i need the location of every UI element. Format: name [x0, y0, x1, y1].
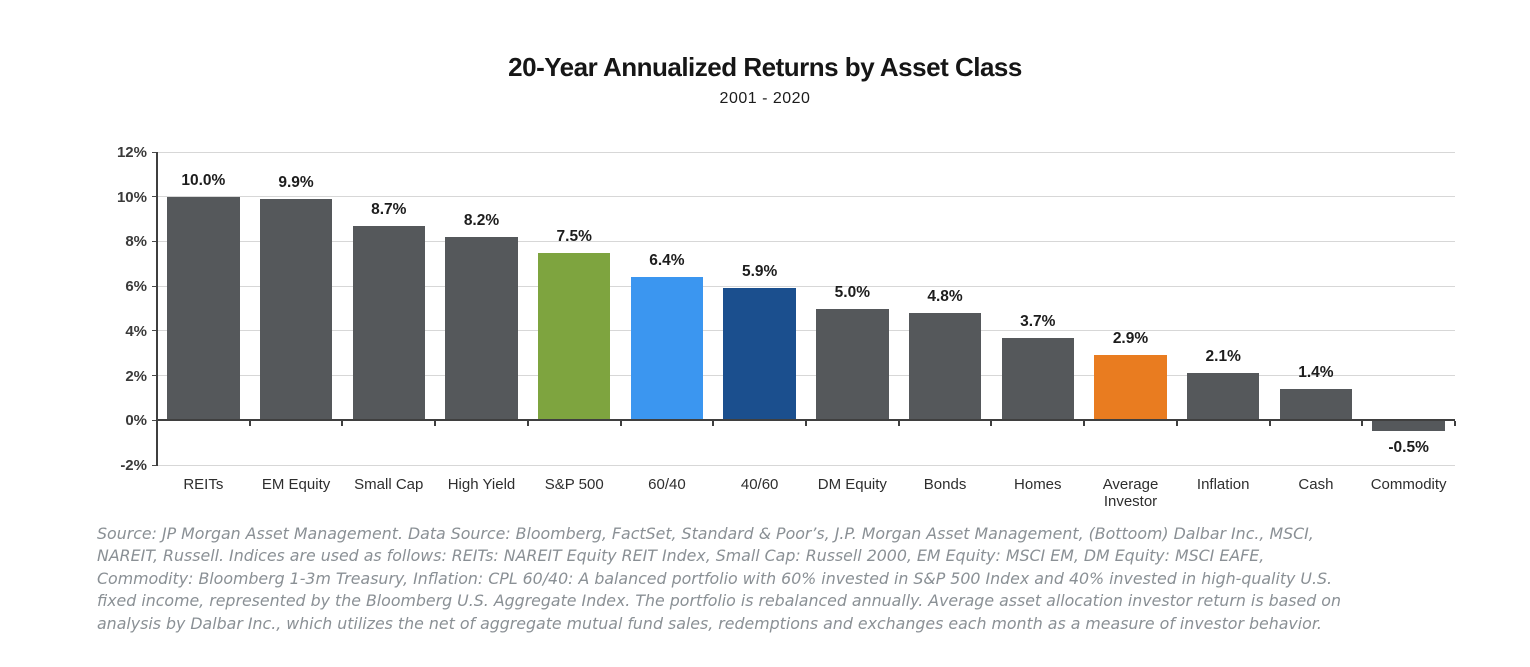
bar-value-label: 9.9%: [278, 173, 314, 191]
y-axis-line: [156, 152, 158, 466]
footnote-line: Commodity: Bloomberg 1-3m Treasury, Infl…: [97, 568, 1333, 588]
bar: [1372, 420, 1445, 432]
y-axis-tick: [152, 151, 156, 153]
x-axis-label: 40/60: [740, 476, 779, 493]
y-axis-tick: [152, 285, 156, 287]
y-axis-label: 6%: [125, 278, 147, 296]
y-axis-tick: [152, 196, 156, 198]
x-axis-label: Bonds: [923, 476, 967, 493]
bar: [1279, 388, 1353, 421]
y-axis-label: 12%: [116, 144, 147, 161]
chart-subtitle: 2001 - 2020: [719, 90, 811, 107]
x-axis-tick: [526, 421, 529, 427]
x-axis-label: REITs: [183, 476, 224, 493]
bar-value-label: 8.7%: [371, 200, 407, 218]
x-axis-tick: [1175, 421, 1178, 427]
bar-value-label: -0.5%: [1388, 439, 1429, 457]
bar-value-label: 8.2%: [463, 211, 500, 229]
bar-value-label: 2.1%: [1205, 348, 1241, 366]
footnote-line: NAREIT, Russell. Indices are used as fol…: [97, 546, 1265, 566]
y-axis-label: -2%: [120, 457, 147, 474]
bar: [1001, 337, 1074, 421]
footnote-line: fixed income, represented by the Bloombe…: [97, 591, 1341, 611]
x-axis-tick: [1083, 421, 1086, 427]
x-axis-tick: [434, 421, 437, 427]
source-footnote: Source: JP Morgan Asset Management. Data…: [97, 523, 1487, 635]
bar: [723, 288, 796, 421]
x-axis-tick: [990, 421, 993, 427]
bar: [352, 225, 425, 421]
gridline: [157, 464, 1455, 466]
x-axis-label: Commodity: [1370, 476, 1447, 493]
x-axis-label: Homes: [1014, 476, 1062, 493]
x-axis-label: Small Cap: [354, 476, 424, 493]
bar: [908, 312, 982, 421]
x-axis-tick: [1454, 421, 1456, 427]
bar: [630, 277, 704, 421]
bar-value-label: 5.9%: [741, 263, 778, 281]
gridline: [157, 196, 1455, 198]
x-axis-tick: [712, 421, 715, 427]
x-axis-tick: [805, 421, 807, 427]
x-axis-tick: [341, 421, 344, 427]
x-axis-tick: [619, 421, 622, 427]
y-axis-tick: [152, 375, 156, 377]
gridline: [157, 285, 1455, 287]
x-axis-label: DM Equity: [817, 476, 887, 493]
bar: [1187, 373, 1260, 421]
x-axis-label: Inflation: [1196, 476, 1250, 493]
bar-value-label: 1.4%: [1298, 363, 1334, 381]
bar: [445, 236, 518, 421]
bar-value-label: 3.7%: [1020, 312, 1056, 330]
bar: [816, 308, 889, 421]
y-axis-label: 8%: [125, 233, 147, 251]
gridline: [157, 375, 1455, 377]
footnote-line: Source: JP Morgan Asset Management. Data…: [97, 524, 1314, 543]
x-axis-tick: [248, 421, 251, 427]
x-axis-label: Average Investor: [1102, 476, 1159, 510]
x-axis-zero-line: [157, 419, 1455, 422]
x-axis-label: Cash: [1298, 476, 1334, 493]
bar: [167, 196, 240, 421]
y-axis-label: 2%: [125, 367, 147, 385]
bar: [1094, 355, 1167, 421]
x-axis-tick: [1361, 421, 1364, 427]
x-axis-label: S&P 500: [544, 476, 604, 493]
bar-value-label: 6.4%: [649, 252, 685, 270]
bar: [259, 198, 333, 421]
y-axis-label: 0%: [125, 412, 147, 430]
chart-title: 20-Year Annualized Returns by Asset Clas…: [508, 52, 1022, 82]
y-axis-tick: [152, 240, 156, 242]
bar-value-label: 4.8%: [927, 287, 963, 305]
gridline: [157, 151, 1455, 153]
bar-value-label: 2.9%: [1112, 330, 1149, 348]
x-axis-tick: [1268, 421, 1271, 427]
gridline: [157, 330, 1455, 332]
bar-value-label: 7.5%: [556, 227, 592, 245]
y-axis-tick: [152, 330, 156, 332]
x-axis-label: High Yield: [447, 476, 516, 493]
bar: [538, 252, 611, 421]
x-axis-label: 60/40: [648, 476, 686, 493]
chart-header: 20-Year Annualized Returns by Asset Clas…: [0, 52, 1530, 108]
x-axis-label: EM Equity: [261, 476, 331, 493]
y-axis-label: 10%: [116, 188, 147, 206]
y-axis-tick: [152, 419, 156, 421]
bar-value-label: 5.0%: [834, 283, 871, 301]
bar-value-label: 10.0%: [181, 171, 226, 189]
gridline: [157, 240, 1455, 242]
x-axis-tick: [897, 421, 900, 427]
x-axis-tick: [156, 421, 158, 427]
footnote-line: analysis by Dalbar Inc., which utilizes …: [97, 613, 1322, 633]
y-axis-tick: [152, 464, 156, 466]
y-axis-label: 4%: [125, 322, 147, 340]
